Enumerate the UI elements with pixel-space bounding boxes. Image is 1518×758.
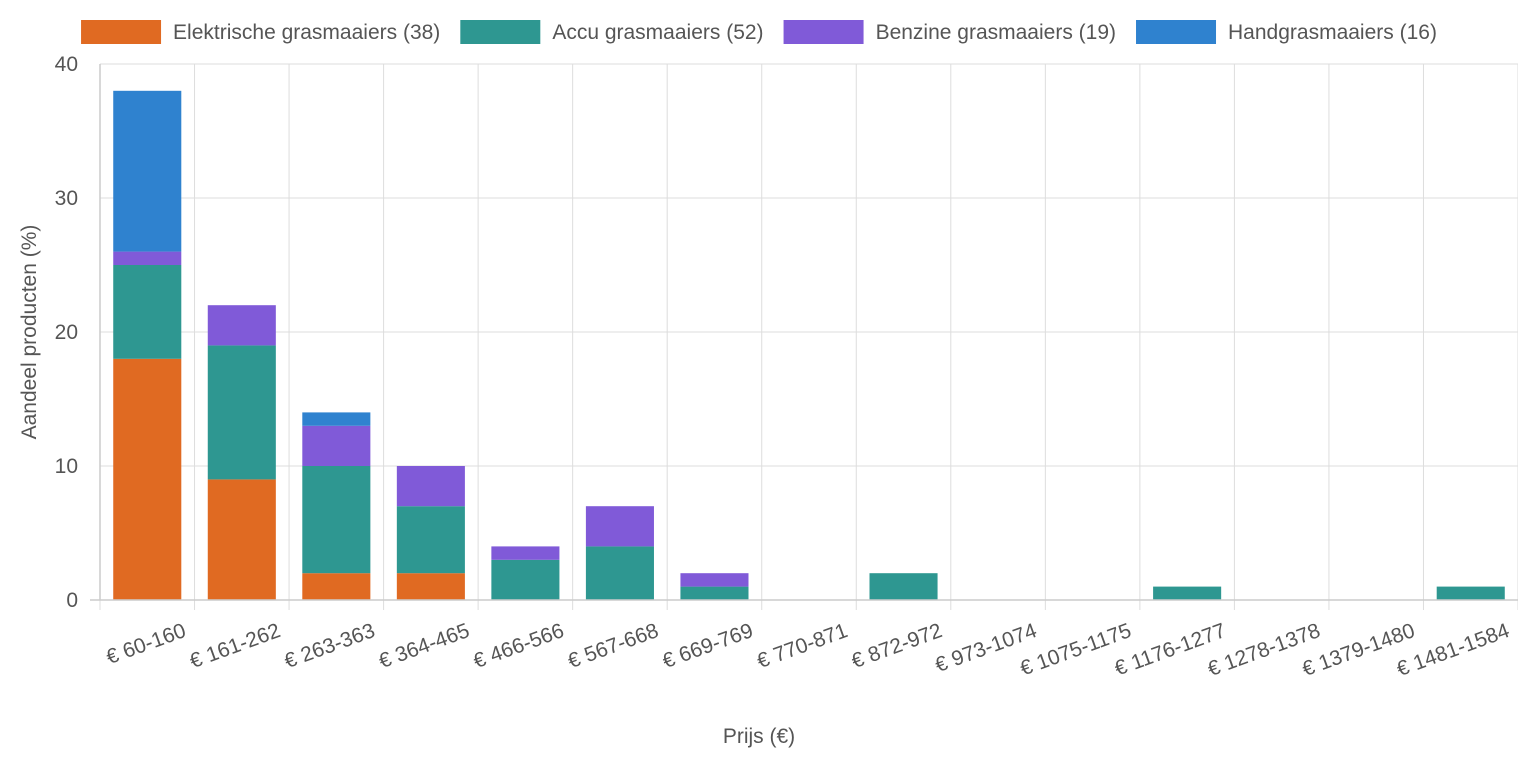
bar-segment[interactable]: Accu grasmaaiers (52): 3 [491,559,560,600]
bar-segment[interactable]: Handgrasmaaiers (16): 12 [113,90,182,252]
bar-segment[interactable]: Benzine grasmaaiers (19): 1 [491,546,560,560]
bar-segment[interactable]: Accu grasmaaiers (52): 2 [869,573,938,600]
y-tick-label: 0 [66,589,78,612]
bar-segment[interactable]: Elektrische grasmaaiers (38): 2 [396,573,465,600]
legend-swatch [81,20,162,44]
y-tick-label: 10 [55,455,78,478]
bar-segment[interactable]: Accu grasmaaiers (52): 4 [585,546,654,600]
legend: Elektrische grasmaaiers (38) Accu grasmaa… [81,20,1437,44]
legend-item[interactable]: Handgrasmaaiers (16) [1136,20,1437,44]
x-tick-label: € 60-160 [103,619,189,669]
bar-segment[interactable]: Benzine grasmaaiers (19): 1 [113,251,182,265]
axes [90,64,1518,601]
bar-segment[interactable]: Accu grasmaaiers (52): 8 [302,466,371,574]
bar-segment[interactable]: Elektrische grasmaaiers (38): 18 [113,358,182,600]
bar-segment[interactable]: Elektrische grasmaaiers (38): 2 [302,573,371,600]
x-axis-label: Prijs (€) [723,725,795,748]
legend-label: Benzine grasmaaiers (19) [876,21,1116,44]
bar-segment[interactable]: Benzine grasmaaiers (19): 1 [680,573,749,587]
x-tick-label: € 872-972 [848,619,945,673]
bars: Elektrische grasmaaiers (38): 18Accu gra… [113,90,1505,600]
x-tick-label: € 364-465 [376,619,473,673]
bar-segment[interactable]: Benzine grasmaaiers (19): 3 [396,466,465,507]
bar-segment[interactable]: Handgrasmaaiers (16): 1 [302,412,371,426]
bar-segment[interactable]: Accu grasmaaiers (52): 1 [1153,586,1222,600]
x-tick-labels: € 60-160€ 161-262€ 263-363€ 364-465€ 466… [103,619,1513,681]
bar-segment[interactable]: Accu grasmaaiers (52): 7 [113,265,182,359]
x-tick-label: € 770-871 [754,619,851,673]
bar-segment[interactable]: Accu grasmaaiers (52): 10 [207,345,276,480]
legend-swatch [783,20,864,44]
y-tick-label: 30 [55,187,78,210]
bar-segment[interactable]: Benzine grasmaaiers (19): 3 [207,305,276,346]
legend-label: Accu grasmaaiers (52) [552,21,763,44]
legend-item[interactable]: Elektrische grasmaaiers (38) [81,20,440,44]
bar-segment[interactable]: Accu grasmaaiers (52): 1 [1436,586,1505,600]
bar-segment[interactable]: Benzine grasmaaiers (19): 3 [302,425,371,466]
legend-item[interactable]: Accu grasmaaiers (52) [460,20,764,44]
x-tick-label: € 466-566 [470,619,567,673]
y-tick-label: 20 [55,321,78,344]
bar-segment[interactable]: Accu grasmaaiers (52): 5 [396,506,465,574]
y-tick-labels: 0 10 20 30 40 [55,53,78,612]
bar-segment[interactable]: Benzine grasmaaiers (19): 3 [585,506,654,547]
legend-label: Elektrische grasmaaiers (38) [173,21,440,44]
y-axis-label: Aandeel producten (%) [18,225,41,440]
x-tick-label: € 669-769 [659,619,756,673]
bar-segment[interactable]: Elektrische grasmaaiers (38): 9 [207,479,276,600]
x-tick-label: € 567-668 [565,619,662,673]
bar-segment[interactable]: Accu grasmaaiers (52): 1 [680,586,749,600]
legend-label: Handgrasmaaiers (16) [1228,21,1437,44]
legend-swatch [1136,20,1217,44]
x-tick-label: € 161-262 [187,619,284,673]
y-tick-label: 40 [55,53,78,76]
legend-item[interactable]: Benzine grasmaaiers (19) [783,20,1116,44]
x-tick-label: € 263-363 [281,619,378,673]
legend-swatch [460,20,541,44]
